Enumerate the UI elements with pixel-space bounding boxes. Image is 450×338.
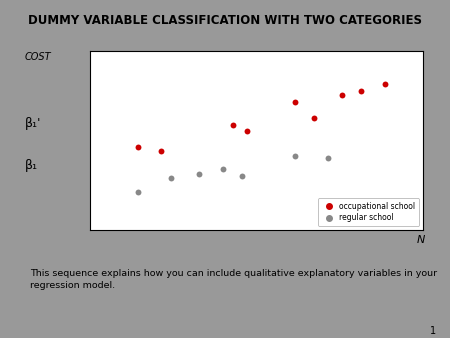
Point [134,189,141,194]
Text: COST: COST [25,52,51,63]
Text: 1: 1 [430,326,436,336]
Point [291,153,298,159]
Text: This sequence explains how you can include qualitative explanatory variables in : This sequence explains how you can inclu… [31,269,437,290]
Point [196,171,203,176]
Point [243,128,251,134]
Text: β₁: β₁ [25,159,38,172]
Text: DUMMY VARIABLE CLASSIFICATION WITH TWO CATEGORIES: DUMMY VARIABLE CLASSIFICATION WITH TWO C… [28,14,422,27]
Point [310,115,317,121]
Point [324,155,332,161]
Text: β₁': β₁' [25,117,41,130]
Legend: occupational school, regular school: occupational school, regular school [318,198,419,226]
Point [220,167,227,172]
Point [167,176,175,181]
Point [381,81,388,87]
Point [238,173,246,179]
Point [158,149,165,154]
Point [338,93,346,98]
Point [291,99,298,105]
Text: N: N [417,235,425,245]
Point [229,122,236,127]
Point [134,144,141,150]
Point [358,88,365,94]
